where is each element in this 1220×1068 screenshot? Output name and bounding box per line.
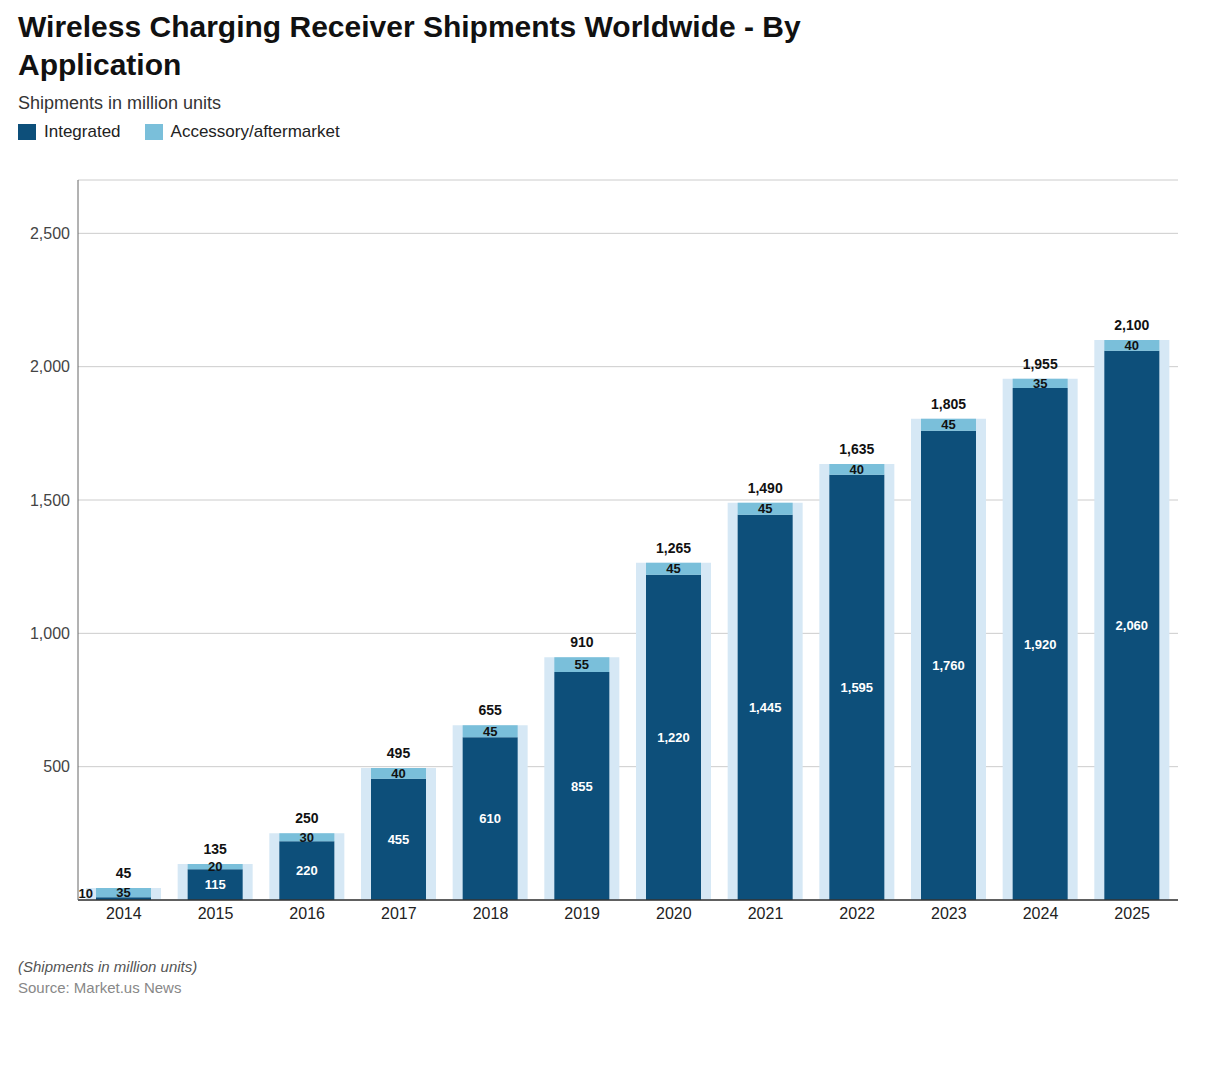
svg-text:40: 40 bbox=[850, 462, 864, 477]
svg-text:2015: 2015 bbox=[198, 905, 234, 922]
html-text:Shipments in million units: Shipments in million units bbox=[18, 93, 222, 113]
svg-text:855: 855 bbox=[571, 779, 593, 794]
html-text:Wireless Charging Receiver Shi: Wireless Charging Receiver Shipments Wor… bbox=[18, 10, 801, 81]
svg-text:2024: 2024 bbox=[1023, 905, 1059, 922]
svg-text:2017: 2017 bbox=[381, 905, 417, 922]
svg-text:2023: 2023 bbox=[931, 905, 967, 922]
svg-text:500: 500 bbox=[43, 758, 70, 775]
svg-text:910: 910 bbox=[570, 634, 594, 650]
svg-text:2025: 2025 bbox=[1114, 905, 1150, 922]
svg-text:45: 45 bbox=[116, 865, 132, 881]
svg-text:45: 45 bbox=[758, 501, 772, 516]
svg-text:2,100: 2,100 bbox=[1114, 317, 1149, 333]
svg-text:2020: 2020 bbox=[656, 905, 692, 922]
svg-text:45: 45 bbox=[483, 724, 497, 739]
svg-text:1,805: 1,805 bbox=[931, 396, 966, 412]
svg-text:40: 40 bbox=[391, 766, 405, 781]
svg-text:2,000: 2,000 bbox=[30, 358, 70, 375]
svg-text:115: 115 bbox=[205, 877, 226, 892]
svg-text:1,760: 1,760 bbox=[932, 658, 965, 673]
svg-text:35: 35 bbox=[1033, 376, 1047, 391]
svg-text:220: 220 bbox=[296, 863, 318, 878]
svg-text:250: 250 bbox=[295, 810, 319, 826]
html-text:Source: Market.us News: Source: Market.us News bbox=[18, 979, 182, 996]
svg-text:2022: 2022 bbox=[839, 905, 875, 922]
svg-text:610: 610 bbox=[479, 811, 501, 826]
svg-text:40: 40 bbox=[1125, 338, 1139, 353]
svg-text:2,500: 2,500 bbox=[30, 225, 70, 242]
svg-text:2021: 2021 bbox=[748, 905, 784, 922]
svg-text:20: 20 bbox=[208, 859, 222, 874]
svg-text:1,445: 1,445 bbox=[749, 700, 782, 715]
html-text:Integrated: Integrated bbox=[44, 122, 121, 141]
svg-text:135: 135 bbox=[203, 841, 227, 857]
svg-text:1,265: 1,265 bbox=[656, 540, 691, 556]
svg-text:1,595: 1,595 bbox=[841, 680, 874, 695]
svg-text:2,060: 2,060 bbox=[1116, 618, 1149, 633]
svg-text:30: 30 bbox=[300, 830, 314, 845]
svg-text:35: 35 bbox=[116, 885, 130, 900]
svg-text:495: 495 bbox=[387, 745, 411, 761]
svg-text:655: 655 bbox=[478, 702, 502, 718]
svg-text:1,220: 1,220 bbox=[657, 730, 690, 745]
svg-text:1,635: 1,635 bbox=[839, 441, 874, 457]
svg-text:55: 55 bbox=[575, 657, 589, 672]
svg-text:1,955: 1,955 bbox=[1023, 356, 1058, 372]
svg-text:1,500: 1,500 bbox=[30, 492, 70, 509]
svg-text:2016: 2016 bbox=[289, 905, 325, 922]
svg-text:10: 10 bbox=[79, 886, 93, 901]
svg-text:455: 455 bbox=[388, 832, 410, 847]
html-text:(Shipments in million units): (Shipments in million units) bbox=[18, 958, 198, 975]
svg-text:1,920: 1,920 bbox=[1024, 637, 1057, 652]
svg-text:1,490: 1,490 bbox=[748, 480, 783, 496]
svg-text:2019: 2019 bbox=[564, 905, 600, 922]
svg-text:45: 45 bbox=[941, 417, 955, 432]
html-text:Accessory/aftermarket: Accessory/aftermarket bbox=[170, 122, 340, 141]
svg-text:1,000: 1,000 bbox=[30, 625, 70, 642]
svg-text:2014: 2014 bbox=[106, 905, 142, 922]
svg-text:45: 45 bbox=[666, 561, 680, 576]
svg-text:2018: 2018 bbox=[473, 905, 509, 922]
